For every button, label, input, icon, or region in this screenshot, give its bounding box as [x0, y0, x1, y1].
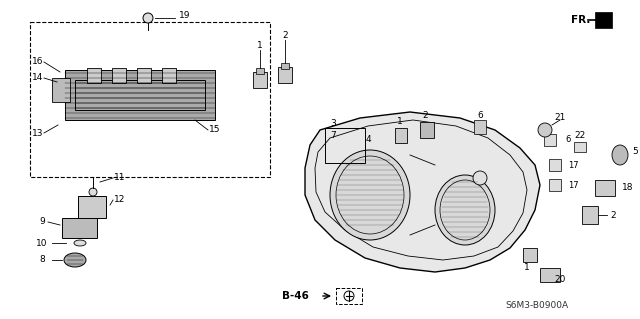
- Text: 16: 16: [32, 57, 44, 66]
- Bar: [523, 248, 537, 262]
- Text: 9: 9: [39, 218, 45, 226]
- Text: FR.: FR.: [571, 15, 590, 25]
- Bar: [52, 78, 70, 102]
- Text: 22: 22: [574, 130, 586, 139]
- Bar: [574, 142, 586, 152]
- Bar: [595, 180, 615, 196]
- Ellipse shape: [74, 240, 86, 246]
- Bar: [549, 159, 561, 171]
- Text: 1: 1: [397, 117, 403, 127]
- Text: 6: 6: [477, 110, 483, 120]
- Bar: [395, 128, 407, 143]
- Text: 10: 10: [36, 239, 48, 248]
- Text: 2: 2: [610, 211, 616, 219]
- Text: S6M3-B0900A: S6M3-B0900A: [506, 300, 568, 309]
- Ellipse shape: [435, 175, 495, 245]
- Text: 2: 2: [282, 31, 288, 40]
- Polygon shape: [595, 12, 612, 28]
- Bar: [78, 196, 106, 218]
- Text: 4: 4: [365, 136, 371, 145]
- Text: B-46: B-46: [282, 291, 308, 301]
- Bar: [420, 122, 434, 138]
- Bar: [544, 134, 556, 146]
- Bar: [336, 288, 362, 304]
- Bar: [65, 70, 215, 120]
- Bar: [62, 218, 97, 238]
- Text: 5: 5: [632, 147, 638, 157]
- Bar: [325, 128, 365, 163]
- Bar: [30, 22, 270, 177]
- Bar: [540, 268, 560, 282]
- Text: 21: 21: [554, 114, 566, 122]
- Text: 8: 8: [39, 256, 45, 264]
- Bar: [281, 63, 289, 69]
- Text: 19: 19: [179, 11, 191, 19]
- Bar: [278, 67, 292, 83]
- Circle shape: [473, 171, 487, 185]
- Bar: [75, 80, 205, 110]
- Ellipse shape: [64, 253, 86, 267]
- Bar: [87, 68, 101, 83]
- Text: 1: 1: [524, 263, 530, 272]
- Bar: [137, 68, 151, 83]
- Text: 20: 20: [554, 276, 566, 285]
- Ellipse shape: [538, 123, 552, 137]
- Text: 13: 13: [32, 129, 44, 137]
- Ellipse shape: [612, 145, 628, 165]
- Text: 12: 12: [115, 196, 125, 204]
- Circle shape: [89, 188, 97, 196]
- Text: 17: 17: [568, 160, 579, 169]
- Polygon shape: [305, 112, 540, 272]
- Text: 2: 2: [422, 112, 428, 121]
- Text: 11: 11: [115, 174, 125, 182]
- Bar: [256, 68, 264, 74]
- Text: 6: 6: [565, 136, 571, 145]
- Text: 3: 3: [330, 118, 336, 128]
- Text: 15: 15: [209, 125, 221, 135]
- Bar: [253, 72, 267, 88]
- Bar: [549, 179, 561, 191]
- Ellipse shape: [330, 150, 410, 240]
- Bar: [474, 120, 486, 134]
- Text: 18: 18: [622, 183, 634, 192]
- Bar: [582, 206, 598, 224]
- Circle shape: [143, 13, 153, 23]
- Text: 14: 14: [32, 73, 44, 83]
- Text: 1: 1: [257, 41, 263, 49]
- Text: 7: 7: [330, 130, 336, 139]
- Bar: [112, 68, 126, 83]
- Text: 17: 17: [568, 181, 579, 189]
- Bar: [162, 68, 176, 83]
